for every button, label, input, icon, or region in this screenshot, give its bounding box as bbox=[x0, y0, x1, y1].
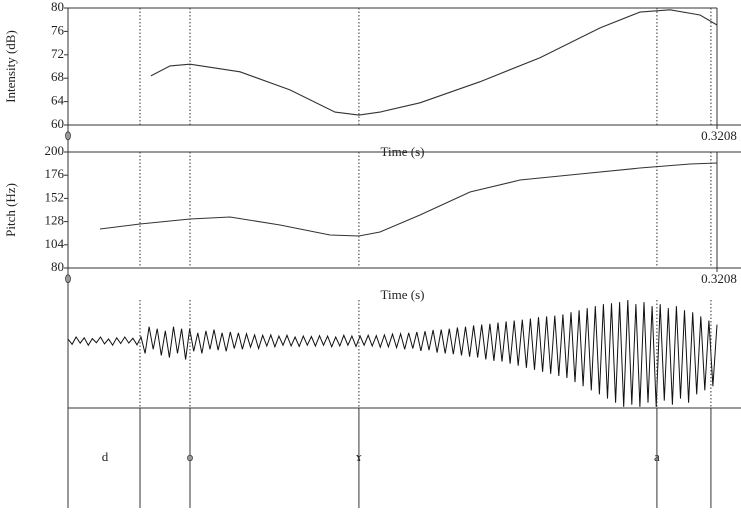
segment-label: o bbox=[187, 449, 194, 464]
y-tick-label: 76 bbox=[51, 22, 65, 37]
x-axis-label: Time (s) bbox=[381, 287, 425, 302]
x-tick-label: 0 bbox=[65, 271, 72, 286]
y-tick-label: 64 bbox=[51, 93, 65, 108]
y-axis-label: Pitch (Hz) bbox=[3, 183, 18, 237]
x-tick-label: 0.3208 bbox=[701, 128, 737, 143]
x-tick-label: 0.3208 bbox=[701, 271, 737, 286]
y-axis-label: Intensity (dB) bbox=[3, 30, 18, 103]
y-tick-label: 200 bbox=[45, 143, 65, 158]
y-tick-label: 72 bbox=[51, 46, 64, 61]
y-tick-label: 80 bbox=[51, 0, 64, 14]
segment-label: d bbox=[102, 449, 109, 464]
y-tick-label: 128 bbox=[45, 213, 65, 228]
y-tick-label: 80 bbox=[51, 259, 64, 274]
y-tick-label: 60 bbox=[51, 116, 64, 131]
x-tick-label: 0 bbox=[65, 128, 72, 143]
waveform bbox=[67, 299, 718, 407]
y-tick-label: 68 bbox=[51, 69, 64, 84]
curve bbox=[150, 9, 718, 116]
x-axis-label: Time (s) bbox=[381, 144, 425, 159]
y-tick-label: 104 bbox=[45, 236, 65, 251]
y-tick-label: 152 bbox=[45, 189, 65, 204]
segment-label: ɤ bbox=[356, 449, 362, 464]
curve bbox=[99, 162, 718, 237]
y-tick-label: 176 bbox=[45, 166, 65, 181]
segment-label: a bbox=[654, 449, 660, 464]
